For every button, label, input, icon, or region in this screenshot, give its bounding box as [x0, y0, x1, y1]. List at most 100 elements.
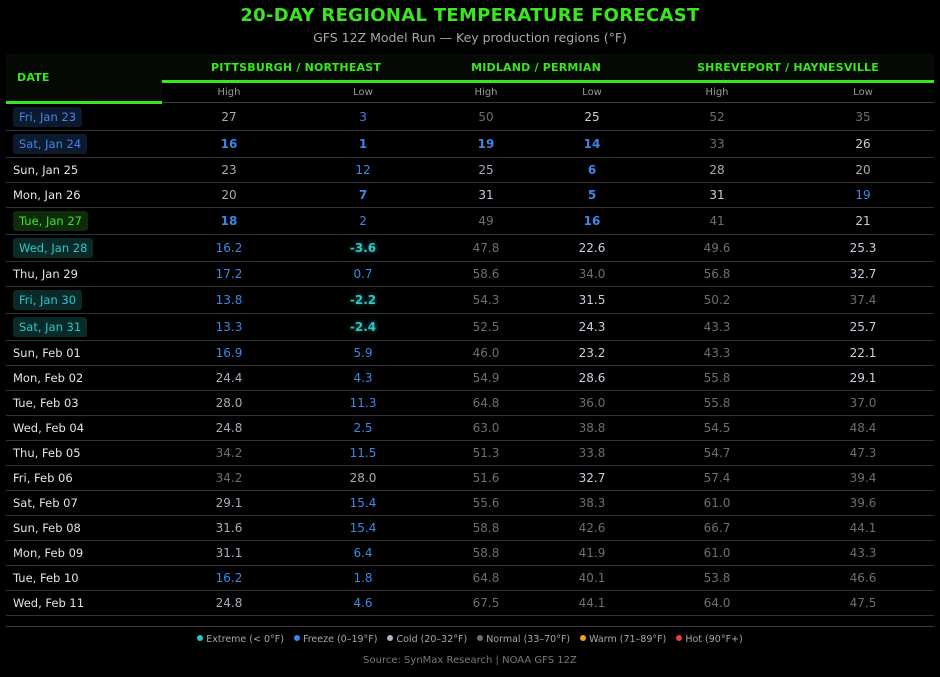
legend: Extreme (< 0°F) Freeze (0–19°F) Cold (20–3… — [0, 634, 940, 645]
low-temp-cell: 1.8 — [296, 565, 431, 591]
forecast-table-container: DATE PITTSBURGH / NORTHEAST MIDLAND / PE… — [6, 54, 935, 616]
high-temp-cell: 25 — [430, 157, 543, 183]
legend-item: Cold (20–32°F) — [387, 634, 467, 645]
high-temp-cell: 50 — [430, 102, 543, 131]
page-subtitle: GFS 12Z Model Run — Key production regio… — [313, 30, 627, 45]
date-cell: Thu, Jan 29 — [6, 261, 162, 287]
low-temp-cell: 29.1 — [792, 365, 935, 391]
high-temp-cell: 31.6 — [162, 515, 296, 541]
legend-item: Warm (71–89°F) — [580, 634, 666, 645]
table-row: Fri, Jan 30 13.8 -2.2 54.3 31.5 50.2 37.4 — [6, 286, 935, 314]
region-header-midland: MIDLAND / PERMIAN — [430, 54, 643, 83]
high-temp-cell: 16 — [162, 130, 296, 158]
low-temp-cell: 5 — [542, 182, 643, 208]
table-row: Wed, Feb 04 24.8 2.5 63.0 38.8 54.5 48.4 — [6, 415, 935, 441]
high-temp-cell: 16.2 — [162, 234, 296, 262]
low-temp-cell: 34.0 — [542, 261, 643, 287]
table-row: Sun, Feb 08 31.6 15.4 58.8 42.6 66.7 44.1 — [6, 515, 935, 541]
high-temp-cell: 24.8 — [162, 415, 296, 441]
date-cell: Fri, Jan 30 — [6, 286, 162, 314]
date-cell: Wed, Feb 11 — [6, 590, 162, 616]
low-temp-cell: 40.1 — [542, 565, 643, 591]
low-temp-cell: 11.3 — [296, 390, 431, 416]
low-temp-cell: 41.9 — [542, 540, 643, 566]
high-temp-cell: 54.7 — [642, 440, 793, 466]
low-temp-cell: 35 — [792, 102, 935, 131]
low-temp-cell: 2 — [296, 207, 431, 235]
low-temp-cell: 33.8 — [542, 440, 643, 466]
high-temp-cell: 61.0 — [642, 540, 793, 566]
low-temp-cell: 38.8 — [542, 415, 643, 441]
low-temp-cell: 6 — [542, 157, 643, 183]
source-note: Source: SynMax Research | NOAA GFS 12Z — [363, 655, 577, 666]
high-temp-cell: 58.6 — [430, 261, 543, 287]
table-row: Mon, Feb 09 31.1 6.4 58.8 41.9 61.0 43.3 — [6, 540, 935, 566]
legend-dot-icon — [580, 635, 587, 641]
legend-dot-icon — [477, 635, 484, 641]
table-row: Mon, Feb 02 24.4 4.3 54.9 28.6 55.8 29.1 — [6, 365, 935, 391]
date-label: Thu, Feb 05 — [13, 446, 81, 460]
high-temp-cell: 31 — [430, 182, 543, 208]
low-temp-cell: 4.6 — [296, 590, 431, 616]
high-temp-cell: 27 — [162, 102, 296, 131]
high-temp-cell: 58.8 — [430, 515, 543, 541]
high-temp-cell: 43.3 — [642, 313, 793, 341]
high-temp-cell: 66.7 — [642, 515, 793, 541]
low-temp-cell: 32.7 — [792, 261, 935, 287]
high-temp-cell: 55.8 — [642, 365, 793, 391]
low-temp-cell: 12 — [296, 157, 431, 183]
high-temp-cell: 24.4 — [162, 365, 296, 391]
low-temp-cell: 26 — [792, 130, 935, 158]
date-label: Mon, Feb 02 — [13, 371, 84, 385]
date-column-header: DATE — [6, 54, 162, 104]
high-temp-cell: 19 — [430, 130, 543, 158]
high-temp-cell: 53.8 — [642, 565, 793, 591]
high-temp-cell: 52 — [642, 102, 793, 131]
date-badge: Tue, Jan 27 — [13, 211, 88, 231]
date-label: Wed, Feb 04 — [13, 421, 85, 435]
high-temp-cell: 58.8 — [430, 540, 543, 566]
date-badge: Wed, Jan 28 — [13, 238, 94, 258]
date-cell: Mon, Feb 09 — [6, 540, 162, 566]
low-temp-cell: 44.1 — [542, 590, 643, 616]
date-label: Sun, Jan 25 — [13, 163, 79, 177]
high-temp-cell: 47.8 — [430, 234, 543, 262]
low-temp-cell: 43.3 — [792, 540, 935, 566]
legend-item: Hot (90°F+) — [676, 634, 743, 645]
high-temp-cell: 54.9 — [430, 365, 543, 391]
page-title: 20-DAY REGIONAL TEMPERATURE FORECAST — [240, 5, 700, 26]
high-temp-cell: 49 — [430, 207, 543, 235]
legend-label: Normal (33–70°F) — [486, 634, 571, 645]
high-temp-cell: 50.2 — [642, 286, 793, 314]
high-temp-cell: 28.0 — [162, 390, 296, 416]
date-label: Sun, Feb 01 — [13, 346, 81, 360]
date-cell: Thu, Feb 05 — [6, 440, 162, 466]
table-row: Mon, Jan 26 20 7 31 5 31 19 — [6, 182, 935, 208]
table-row: Tue, Feb 03 28.0 11.3 64.8 36.0 55.8 37.0 — [6, 390, 935, 416]
high-temp-cell: 55.6 — [430, 490, 543, 516]
high-temp-cell: 49.6 — [642, 234, 793, 262]
low-temp-cell: 32.7 — [542, 465, 643, 491]
date-label: Mon, Jan 26 — [13, 188, 81, 202]
high-temp-cell: 61.0 — [642, 490, 793, 516]
table-row: Sun, Feb 01 16.9 5.9 46.0 23.2 43.3 22.1 — [6, 340, 935, 366]
high-temp-cell: 16.9 — [162, 340, 296, 366]
table-row: Tue, Jan 27 18 2 49 16 41 21 — [6, 207, 935, 235]
low-temp-cell: 7 — [296, 182, 431, 208]
table-row: Sun, Jan 25 23 12 25 6 28 20 — [6, 157, 935, 183]
high-temp-cell: 64.0 — [642, 590, 793, 616]
high-temp-cell: 28 — [642, 157, 793, 183]
date-badge: Fri, Jan 23 — [13, 107, 83, 127]
low-temp-cell: -2.4 — [296, 313, 431, 341]
low-temp-cell: 48.4 — [792, 415, 935, 441]
high-temp-cell: 67.5 — [430, 590, 543, 616]
date-label: Sun, Feb 08 — [13, 521, 81, 535]
high-temp-cell: 63.0 — [430, 415, 543, 441]
legend-label: Cold (20–32°F) — [396, 634, 468, 645]
subheader-low: Low — [792, 81, 935, 103]
date-cell: Fri, Feb 06 — [6, 465, 162, 491]
subheader-low: Low — [296, 81, 431, 103]
low-temp-cell: 25.3 — [792, 234, 935, 262]
high-temp-cell: 51.3 — [430, 440, 543, 466]
date-label: Fri, Feb 06 — [13, 471, 73, 485]
